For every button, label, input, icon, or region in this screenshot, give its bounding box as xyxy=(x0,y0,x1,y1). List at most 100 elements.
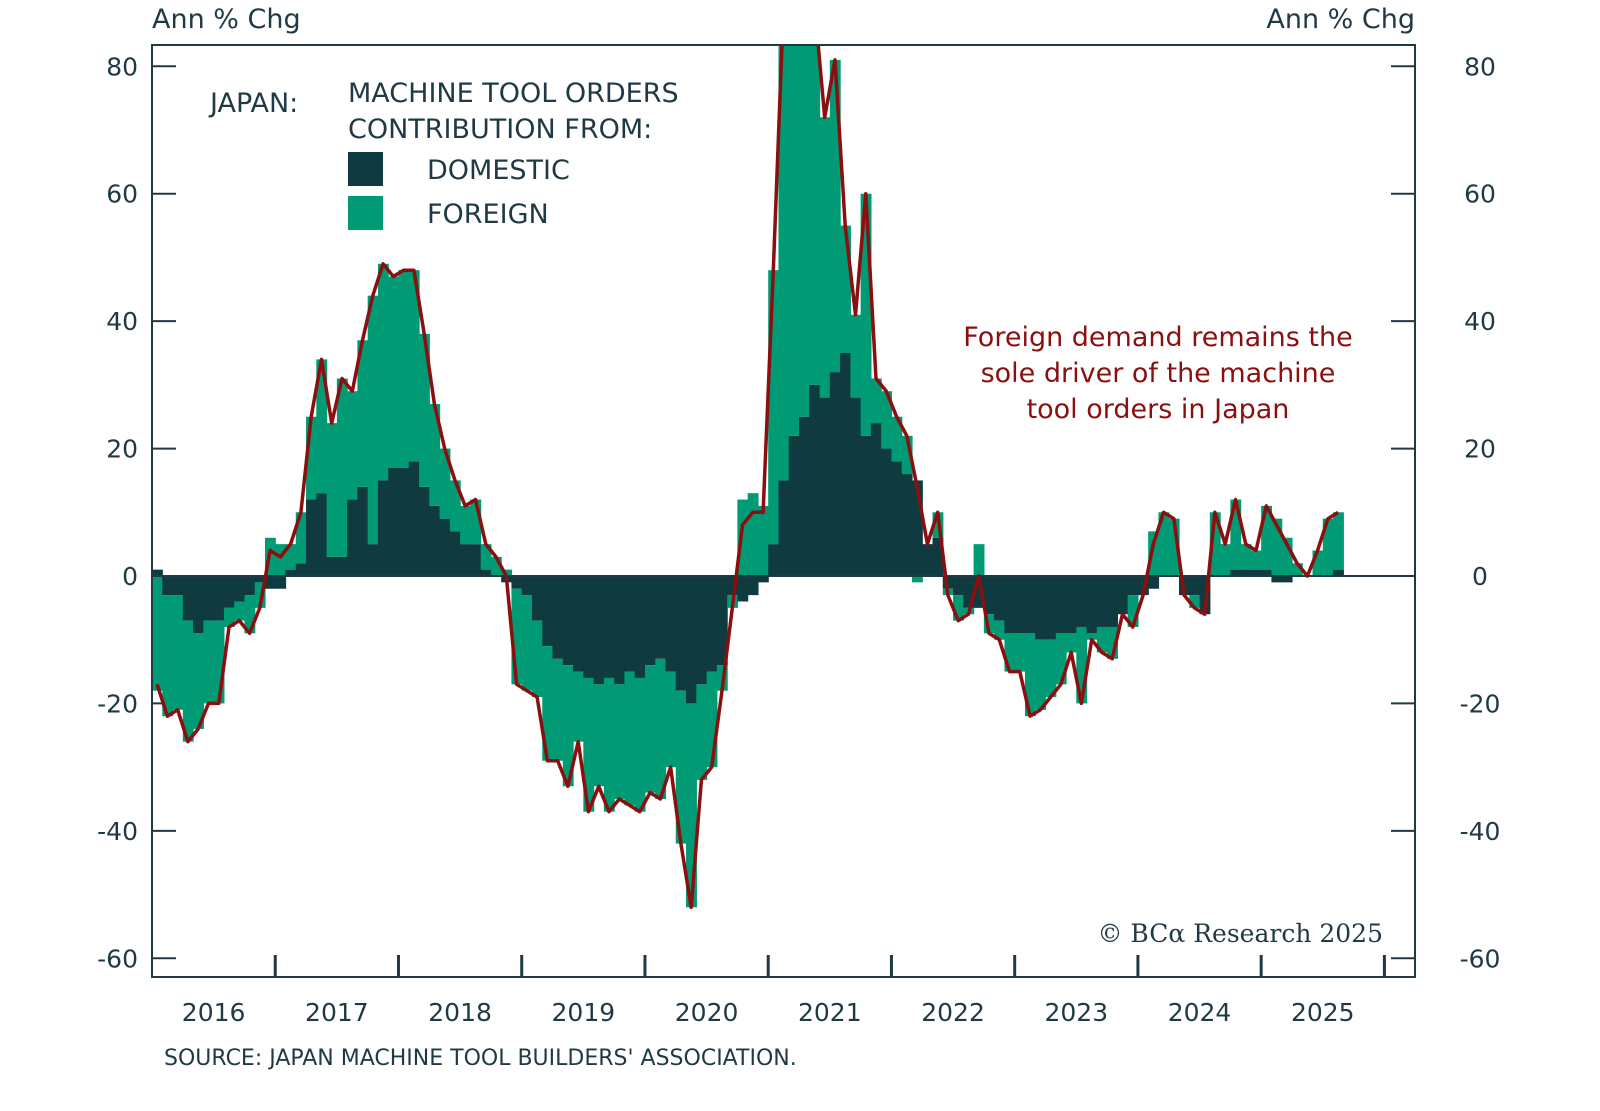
y-tick-label-right: -20 xyxy=(1460,689,1501,718)
bar-foreign xyxy=(480,544,492,570)
bar-domestic xyxy=(583,576,595,678)
bar-foreign xyxy=(316,359,328,494)
bar-domestic xyxy=(1127,576,1139,596)
bar-domestic xyxy=(1004,576,1016,634)
bar-foreign xyxy=(696,684,708,780)
bar-foreign xyxy=(552,658,564,761)
bar-foreign xyxy=(408,270,420,462)
bar-foreign xyxy=(367,295,379,545)
bar-domestic xyxy=(357,486,369,576)
bar-foreign xyxy=(665,671,677,768)
bar-domestic xyxy=(162,576,174,596)
bar-foreign xyxy=(254,582,266,608)
bar-domestic xyxy=(562,576,574,666)
bar-foreign xyxy=(419,333,430,487)
bar-domestic xyxy=(377,480,389,576)
bar-foreign xyxy=(829,59,841,373)
bar-foreign xyxy=(1281,537,1293,576)
y-tick-label-right: 80 xyxy=(1464,52,1496,81)
bar-foreign xyxy=(1291,563,1303,576)
bar-domestic xyxy=(234,576,246,602)
bar-domestic xyxy=(480,569,492,576)
y-tick-label-left: 0 xyxy=(122,562,138,591)
bar-foreign xyxy=(809,45,821,385)
bar-domestic xyxy=(737,576,749,602)
bar-foreign xyxy=(562,665,574,787)
bar-domestic xyxy=(552,576,564,659)
bar-domestic xyxy=(1148,576,1160,589)
bar-domestic xyxy=(788,435,800,576)
bar-foreign xyxy=(686,703,697,908)
bar-foreign xyxy=(624,671,636,806)
bar-domestic xyxy=(326,556,338,576)
bar-domestic xyxy=(367,544,379,576)
bar-foreign xyxy=(1158,512,1170,576)
bar-domestic xyxy=(388,467,400,576)
y-tick-label-left: -40 xyxy=(97,817,138,846)
y-tick-label-right: -40 xyxy=(1460,817,1501,846)
bar-foreign xyxy=(347,391,358,500)
bar-foreign xyxy=(234,601,246,621)
bar-foreign xyxy=(850,314,862,398)
bar-foreign xyxy=(1107,626,1118,659)
bar-foreign xyxy=(1189,595,1201,608)
bar-foreign xyxy=(778,45,790,481)
y-tick-label-right: 40 xyxy=(1464,307,1496,336)
bar-domestic xyxy=(1024,576,1036,634)
bar-domestic xyxy=(1055,576,1067,634)
x-tick-label: 2025 xyxy=(1291,998,1355,1027)
annotation-line-2: sole driver of the machine xyxy=(981,358,1336,389)
bar-foreign xyxy=(1024,633,1036,717)
bar-foreign xyxy=(1333,512,1344,570)
legend-swatch-foreign xyxy=(348,196,383,230)
bar-domestic xyxy=(1086,576,1098,634)
bar-foreign xyxy=(593,684,605,787)
bar-foreign xyxy=(799,45,810,417)
bar-foreign xyxy=(388,276,400,468)
y-tick-label-right: 20 xyxy=(1464,435,1496,464)
bar-foreign xyxy=(747,493,759,576)
bar-domestic xyxy=(860,435,872,576)
bar-domestic xyxy=(244,576,256,596)
bar-domestic xyxy=(306,499,317,576)
bar-domestic xyxy=(994,576,1006,621)
bar-domestic xyxy=(747,576,759,596)
bar-domestic xyxy=(973,576,985,608)
bar-domestic xyxy=(193,576,204,634)
bar-domestic xyxy=(614,576,626,685)
bar-foreign xyxy=(295,512,307,564)
plot-frame xyxy=(151,44,1416,978)
bar-domestic xyxy=(429,505,441,576)
x-tick-label: 2020 xyxy=(675,998,739,1027)
bar-foreign xyxy=(460,505,471,545)
bar-foreign xyxy=(203,620,215,704)
bar-domestic xyxy=(881,448,893,576)
bar-foreign xyxy=(819,117,831,398)
bar-domestic xyxy=(1230,569,1242,576)
bar-foreign xyxy=(1148,531,1160,576)
y-tick-label-left: 20 xyxy=(106,435,138,464)
bar-domestic xyxy=(449,531,461,576)
bar-domestic xyxy=(799,416,810,576)
bar-foreign xyxy=(891,416,903,462)
bar-foreign xyxy=(706,671,718,768)
y-tick-label-right: 60 xyxy=(1464,180,1496,209)
bar-foreign xyxy=(377,263,389,481)
bar-foreign xyxy=(1209,512,1221,576)
bar-foreign xyxy=(1271,518,1283,576)
bar-foreign xyxy=(213,620,225,704)
bar-domestic xyxy=(1271,576,1283,583)
bar-domestic xyxy=(1261,569,1273,576)
bar-domestic xyxy=(932,537,944,576)
bar-domestic xyxy=(275,576,287,589)
bar-domestic xyxy=(542,576,554,647)
bar-domestic xyxy=(408,461,420,576)
bar-domestic xyxy=(1045,576,1057,640)
x-tick-label: 2017 xyxy=(305,998,369,1027)
bar-domestic xyxy=(1250,569,1262,576)
bar-domestic xyxy=(1107,576,1118,627)
bar-foreign xyxy=(1230,499,1242,570)
bar-domestic xyxy=(264,576,276,589)
bar-foreign xyxy=(1322,518,1334,576)
